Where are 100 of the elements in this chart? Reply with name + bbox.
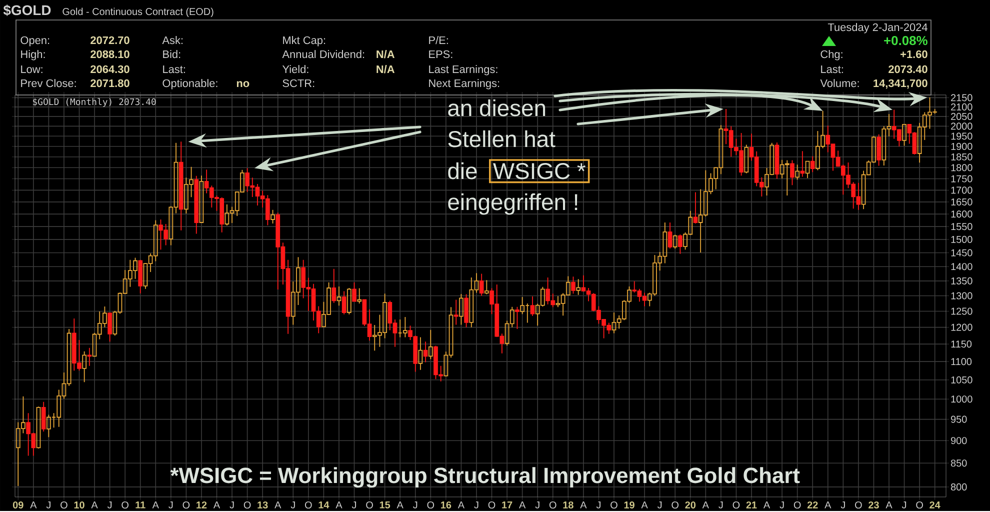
y-tick-label: 1250 [951,308,972,315]
candlestick [774,142,780,180]
text: 2072.70 [90,36,130,44]
y-tick-label: 1050 [951,376,972,384]
candlestick [87,347,92,366]
candlestick [41,401,46,432]
x-tick-label: O [427,502,434,509]
annotation: WSIGC * [493,163,586,180]
x-tick-label: O [244,502,251,509]
candlestick [805,160,810,179]
x-tick-label: O [794,502,801,509]
candlestick [418,336,423,370]
candlestick [678,234,682,254]
text: 2088.10 [90,50,130,58]
x-tick-label: 11 [136,502,146,508]
x-tick-label: 18 [563,502,574,509]
text: Mkt Cap: [283,36,326,46]
text: Optionable: [162,79,218,90]
text: EPS: [429,50,452,58]
chart-subtitle: Gold - Continuous Contract (EOD) [62,8,214,18]
x-tick-label: 21 [746,502,757,508]
y-tick-label: 1500 [951,236,972,244]
x-tick-label: A [30,502,37,508]
candlestick [108,312,112,342]
x-tick-label: A [91,502,98,508]
x-tick-label: O [366,502,373,509]
x-tick-label: J [657,502,662,508]
candlestick [479,273,484,296]
text: 2073.40 [888,65,928,74]
text: +0.08% [884,36,928,46]
y-tick-label: 1650 [951,198,972,206]
candlestick [332,268,336,304]
x-tick-label: O [672,502,679,509]
candlestick [668,222,672,249]
candlestick [199,175,204,224]
y-tick-label: 800 [950,484,967,491]
text: +1.60 [900,50,928,58]
candlestick [571,276,576,294]
x-tick-label: O [916,502,923,509]
candlestick [454,299,458,326]
x-tick-label: 22 [807,502,818,508]
annotation: Stellen hat [448,130,556,148]
annotation: die [448,162,477,180]
y-tick-label: 1800 [951,164,972,172]
x-tick-label: J [596,502,600,508]
candlestick [800,150,805,178]
annotation: eingegriffen ! [448,193,578,215]
text: SCTR: [282,79,314,88]
text: High: [21,50,45,60]
text: Prev Close: [21,79,76,88]
y-tick-label: 1900 [951,142,972,150]
text: Last: [821,66,843,74]
y-tick-label: 1000 [951,396,972,403]
y-tick-label: 1850 [951,153,972,160]
text: Low: [21,66,42,74]
candlestick [790,160,794,186]
y-tick-label: 1600 [951,210,972,218]
annotation: an diesen [448,99,546,116]
x-tick-label: O [610,502,618,509]
x-tick-label: 15 [380,502,390,508]
x-tick-label: 12 [196,502,207,508]
x-tick-label: J [168,502,173,508]
x-tick-label: A [519,502,526,508]
candlestick [82,350,87,383]
text: 2071.80 [90,79,130,88]
y-tick-label: 1300 [951,292,972,300]
y-tick-label: 1400 [951,263,972,270]
x-tick-label: J [413,502,418,508]
x-tick-label: O [855,502,862,509]
y-tick-label: 1700 [951,186,972,194]
text: no [236,81,250,88]
x-tick-label: A [274,502,282,508]
text: Chg: [820,50,842,60]
text: Last Earnings: [429,65,498,76]
candlestick [693,192,698,224]
text: Tuesday 2-Jan-2024 [828,23,928,34]
y-tick-label: 2100 [951,103,972,111]
text: 14,341,700 [874,79,928,89]
x-tick-label: J [902,502,906,508]
x-tick-label: O [60,502,68,509]
x-tick-label: 10 [74,502,84,509]
x-tick-label: A [580,502,587,508]
candlestick [515,306,520,330]
annotation: $GOLD (Monthly) 2073.40 [33,98,156,107]
y-tick-label: 1200 [951,324,972,331]
x-tick-label: 14 [318,502,330,508]
candlestick [810,156,815,173]
y-tick-label: 1100 [951,358,972,366]
chart-title: $GOLD [3,4,51,16]
candlestick [138,260,143,294]
candlestick [795,164,800,180]
x-tick-label: A [152,502,159,508]
x-tick-label: A [458,502,465,508]
y-tick-label: 850 [950,460,967,467]
x-tick-label: A [886,502,892,508]
candlestick [459,294,464,326]
x-tick-label: A [213,502,220,508]
candlestick [357,288,362,304]
x-tick-label: A [396,502,404,508]
candlestick [194,175,199,234]
